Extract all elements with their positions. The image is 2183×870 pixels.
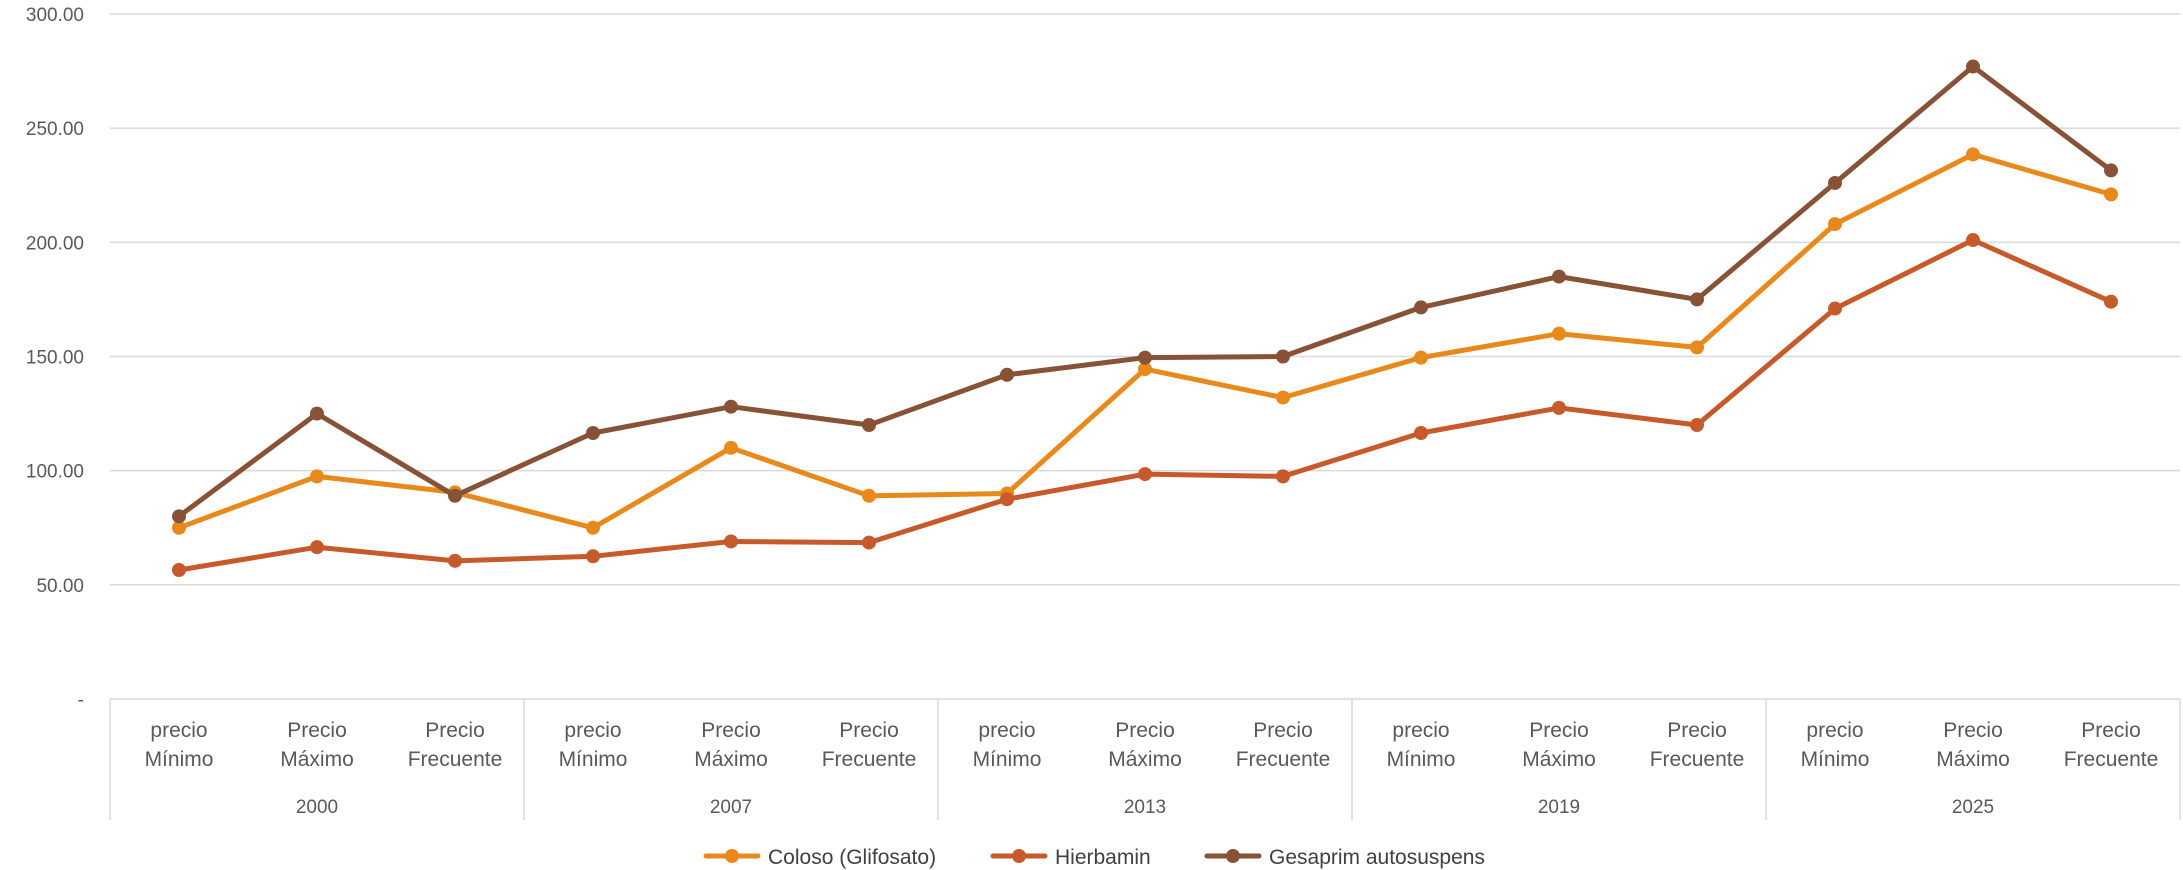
data-point [1828,217,1842,232]
data-point [172,562,186,577]
data-point [172,509,186,524]
x-category-label: Máximo [1936,748,2010,771]
x-category-label: precio [1392,719,1449,742]
data-point [1276,390,1290,405]
x-category-label: Mínimo [145,748,214,771]
data-point [1690,418,1704,432]
y-tick-label: 100.00 [26,462,84,483]
x-category-label: Mínimo [1801,748,1870,771]
x-category-label: Frecuente [2064,748,2159,771]
legend-marker [725,849,739,863]
x-category-label: Precio [1943,719,2003,742]
x-category-label: Frecuente [1236,748,1331,771]
x-category-label: Precio [1253,719,1313,742]
x-category-label: Precio [2081,719,2141,742]
x-category-label: precio [564,719,621,742]
data-point [1414,300,1428,315]
x-category-label: precio [978,719,1035,742]
data-point [1138,467,1152,482]
data-point [1552,326,1566,341]
x-group-label: 2025 [1952,797,1994,818]
legend: Coloso (Glifosato) Hierbamin Gesaprim auto… [703,846,1485,869]
x-category-label: Frecuente [1650,748,1745,771]
data-point [1276,349,1290,364]
x-category-label: Máximo [280,748,354,771]
x-category-label: Mínimo [1387,748,1456,771]
x-group-label: 2013 [1124,797,1166,818]
series-line [176,237,2114,573]
data-point [1966,233,1980,248]
data-point [1414,350,1428,365]
data-point [1966,147,1980,162]
x-category-label: Precio [287,719,347,742]
data-point [2104,294,2118,309]
x-group-label: 2019 [1538,797,1580,818]
data-point [1138,350,1152,365]
data-point [1828,175,1842,190]
y-tick-label: - [78,690,84,711]
y-tick-label: 50.00 [36,576,84,597]
x-category-label: Precio [1667,719,1727,742]
y-tick-label: 150.00 [26,348,84,369]
x-category-label: Mínimo [973,748,1042,771]
x-category-label: Máximo [694,748,768,771]
data-point [1414,425,1428,440]
x-category-label: precio [1806,719,1863,742]
data-point [724,440,738,455]
legend-label: Coloso (Glifosato) [768,846,936,869]
legend-label: Gesaprim autosuspens [1269,846,1485,869]
data-point [2104,187,2118,202]
data-point [1276,469,1290,484]
x-category-label: Máximo [1522,748,1596,771]
legend-marker [1012,849,1026,863]
x-category-label: precio [150,719,207,742]
x-category-label: Frecuente [408,748,503,771]
plot-area [172,59,2118,577]
y-tick-label: 200.00 [26,233,84,254]
data-point [1828,301,1842,316]
data-point [448,488,462,503]
x-category-label: Precio [1529,719,1589,742]
data-point [586,549,600,564]
data-point [1000,492,1014,507]
data-point [724,534,738,549]
series-line [176,64,2114,519]
data-point [586,425,600,440]
x-category-label: Frecuente [822,748,917,771]
data-point [310,469,324,484]
x-category-label: Máximo [1108,748,1182,771]
y-tick-label: 250.00 [26,119,84,140]
data-point [1138,362,1152,377]
data-point [1690,340,1704,355]
legend-marker [1226,849,1240,863]
data-point [862,418,876,432]
y-axis: - 50.00 100.00 150.00 200.00 250.00 300.00 [26,5,84,711]
y-tick-label: 300.00 [26,5,84,26]
data-point [1552,269,1566,284]
data-point [172,520,186,535]
x-category-label: Precio [425,719,485,742]
data-point [448,553,462,568]
x-axis: precio Mínimo Precio Máximo Precio Frecuente 2… [109,698,2181,820]
data-point [586,520,600,535]
x-category-label: Precio [701,719,761,742]
data-point [1000,367,1014,382]
x-category-label: Precio [1115,719,1175,742]
data-point [310,540,324,555]
legend-label: Hierbamin [1055,846,1151,869]
x-category-label: Precio [839,719,899,742]
data-point [1966,59,1980,74]
gridlines [110,13,2180,586]
data-point [310,406,324,421]
x-group-label: 2000 [296,797,338,818]
data-point [724,399,738,414]
x-category-label: Mínimo [559,748,628,771]
x-group-label: 2007 [710,797,752,818]
data-point [862,535,876,550]
data-point [862,488,876,503]
data-point [1552,400,1566,415]
data-point [1690,292,1704,307]
data-point [2104,163,2118,178]
